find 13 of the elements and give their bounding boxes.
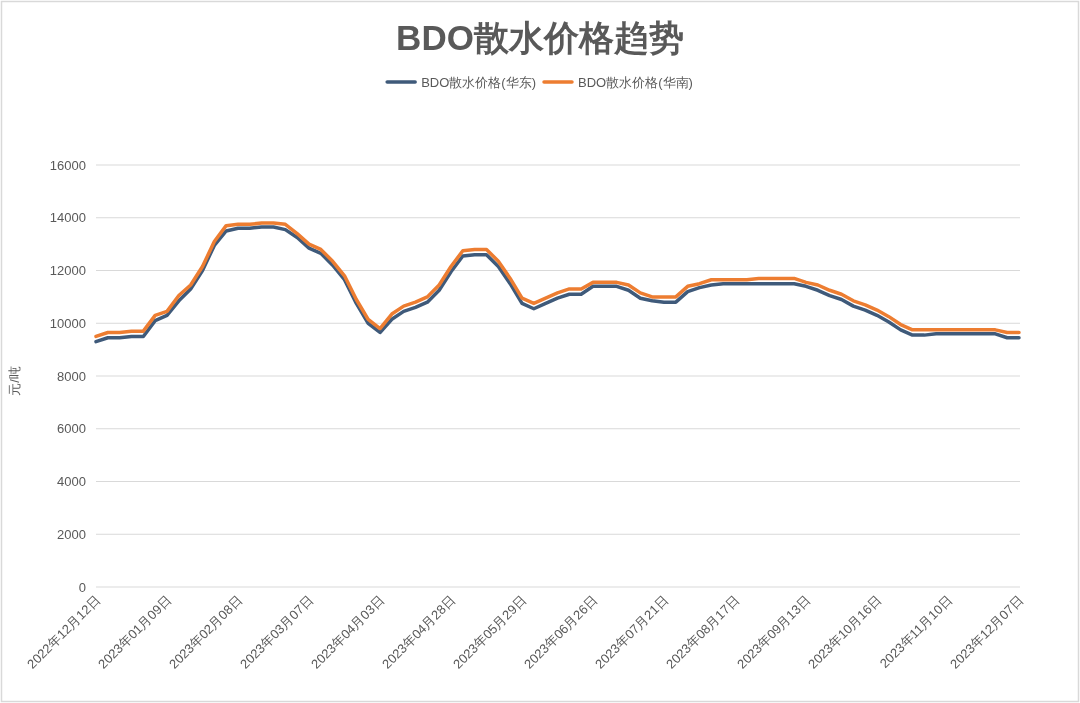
legend-label: BDO散水价格(华南): [578, 74, 693, 90]
y-tick-label: 4000: [57, 474, 86, 489]
y-tick-label: 12000: [49, 263, 86, 278]
ylabel: 元/吨: [7, 366, 22, 396]
y-tick-label: 0: [78, 579, 86, 595]
title: BDO散水价格趋势: [396, 18, 684, 57]
y-tick-label: 14000: [49, 210, 86, 226]
y-tick-label: 6000: [57, 421, 86, 437]
y-tick-label: 10000: [49, 315, 86, 331]
y-tick-label: 2000: [57, 526, 86, 542]
y-tick-label: 8000: [57, 368, 86, 384]
legend-label: BDO散水价格(华东): [421, 74, 536, 90]
y-tick-label: 16000: [49, 157, 86, 173]
